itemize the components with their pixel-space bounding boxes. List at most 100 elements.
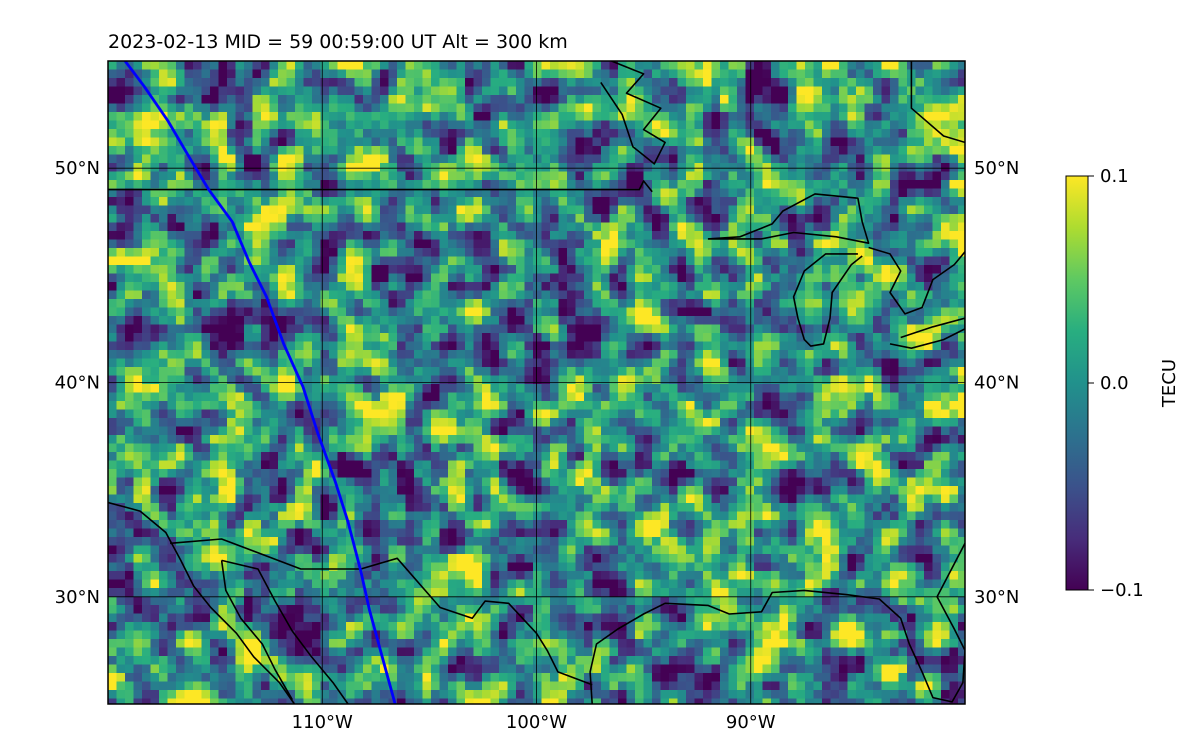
heatmap-cell: [796, 350, 806, 360]
heatmap-cell: [779, 231, 789, 241]
heatmap-cell: [958, 146, 965, 156]
heatmap-cell: [686, 188, 696, 198]
heatmap-cell: [567, 324, 577, 334]
heatmap-cell: [295, 443, 305, 453]
heatmap-cell: [796, 435, 806, 445]
heatmap-cell: [601, 418, 611, 428]
heatmap-cell: [116, 248, 126, 258]
heatmap-cell: [269, 477, 279, 487]
heatmap-cell: [150, 460, 160, 470]
heatmap-cell: [779, 120, 789, 130]
heatmap-cell: [830, 180, 840, 190]
heatmap-cell: [686, 231, 696, 241]
heatmap-cell: [286, 316, 296, 326]
heatmap-cell: [541, 78, 551, 88]
heatmap-cell: [167, 248, 177, 258]
heatmap-cell: [524, 435, 534, 445]
heatmap-cell: [856, 61, 866, 71]
heatmap-cell: [388, 120, 398, 130]
heatmap-cell: [244, 137, 254, 147]
heatmap-cell: [456, 103, 466, 113]
heatmap-cell: [244, 477, 254, 487]
heatmap-cell: [609, 341, 619, 351]
heatmap-cell: [116, 137, 126, 147]
heatmap-cell: [278, 205, 288, 215]
heatmap-cell: [388, 78, 398, 88]
heatmap-cell: [507, 384, 517, 394]
heatmap-cell: [176, 375, 186, 385]
heatmap-cell: [244, 180, 254, 190]
heatmap-cell: [507, 426, 517, 436]
heatmap-cell: [830, 273, 840, 283]
heatmap-cell: [669, 129, 679, 139]
heatmap-cell: [184, 307, 194, 317]
heatmap-cell: [941, 418, 951, 428]
heatmap-cell: [261, 384, 271, 394]
heatmap-cell: [337, 205, 347, 215]
heatmap-cell: [490, 86, 500, 96]
heatmap-cell: [686, 86, 696, 96]
heatmap-cell: [856, 307, 866, 317]
heatmap-cell: [210, 358, 220, 368]
heatmap-cell: [550, 418, 560, 428]
heatmap-cell: [252, 120, 262, 130]
heatmap-cell: [890, 205, 900, 215]
heatmap-cell: [482, 163, 492, 173]
heatmap-cell: [329, 188, 339, 198]
heatmap-cell: [830, 137, 840, 147]
heatmap-cell: [431, 61, 441, 71]
heatmap-cell: [822, 443, 832, 453]
heatmap-cell: [822, 265, 832, 275]
heatmap-cell: [354, 358, 364, 368]
heatmap-cell: [269, 358, 279, 368]
heatmap-cell: [669, 290, 679, 300]
heatmap-cell: [363, 384, 373, 394]
heatmap-cell: [907, 375, 917, 385]
heatmap-cell: [320, 180, 330, 190]
heatmap-cell: [448, 103, 458, 113]
heatmap-cell: [125, 418, 135, 428]
heatmap-cell: [881, 205, 891, 215]
heatmap-cell: [745, 69, 755, 79]
heatmap-cell: [652, 435, 662, 445]
heatmap-cell: [150, 69, 160, 79]
heatmap-cell: [227, 171, 237, 181]
heatmap-cell: [227, 231, 237, 241]
heatmap-cell: [312, 316, 322, 326]
heatmap-cell: [677, 392, 687, 402]
heatmap-cell: [465, 375, 475, 385]
heatmap-cell: [898, 409, 908, 419]
heatmap-cell: [881, 324, 891, 334]
heatmap-cell: [813, 120, 823, 130]
heatmap-cell: [703, 426, 713, 436]
heatmap-cell: [932, 103, 942, 113]
heatmap-cell: [125, 273, 135, 283]
heatmap-cell: [159, 129, 169, 139]
heatmap-cell: [660, 409, 670, 419]
heatmap-cell: [235, 188, 245, 198]
heatmap-cell: [924, 384, 934, 394]
map-panel: [107, 60, 966, 705]
heatmap-cell: [201, 205, 211, 215]
heatmap-cell: [830, 401, 840, 411]
heatmap-cell: [312, 214, 322, 224]
heatmap-cell: [550, 163, 560, 173]
heatmap-cell: [329, 69, 339, 79]
heatmap-cell: [762, 120, 772, 130]
heatmap-cell: [193, 129, 203, 139]
heatmap-cell: [499, 231, 509, 241]
heatmap-cell: [575, 452, 585, 462]
heatmap-cell: [830, 350, 840, 360]
heatmap-cell: [932, 452, 942, 462]
heatmap-cell: [686, 154, 696, 164]
heatmap-cell: [422, 333, 432, 343]
heatmap-cell: [448, 120, 458, 130]
heatmap-cell: [150, 188, 160, 198]
heatmap-cell: [142, 409, 152, 419]
heatmap-cell: [941, 222, 951, 232]
heatmap-cell: [762, 137, 772, 147]
heatmap-cell: [711, 214, 721, 224]
heatmap-cell: [380, 401, 390, 411]
heatmap-cell: [108, 256, 118, 266]
heatmap-cell: [354, 248, 364, 258]
